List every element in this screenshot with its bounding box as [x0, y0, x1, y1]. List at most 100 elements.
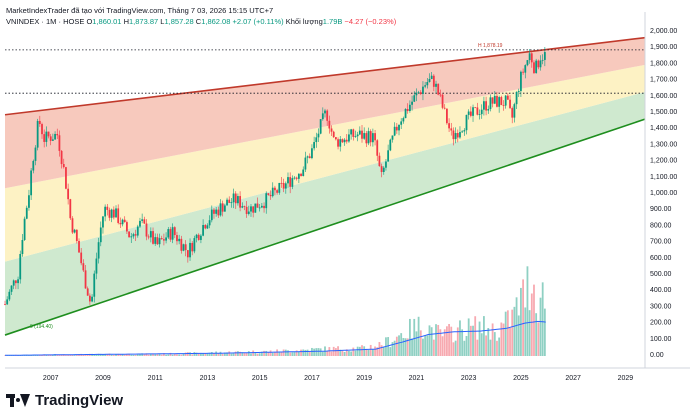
ohlc-legend: VNINDEX · 1M · HOSE O1,860.01 H1,873.87 … [6, 17, 396, 26]
candle-body [121, 219, 124, 225]
candle-body [278, 182, 281, 193]
candle-body [30, 170, 33, 196]
candle-body [363, 133, 366, 139]
candle-body [393, 126, 396, 136]
candle-body [215, 209, 218, 214]
candle-body [483, 101, 485, 110]
volume-bar [147, 354, 150, 356]
candle-body [184, 244, 187, 251]
candle-body [520, 71, 522, 92]
tradingview-logo-icon[interactable] [6, 394, 30, 407]
candle-body [141, 219, 144, 221]
candle-body [232, 193, 235, 203]
volume-bar [493, 332, 496, 356]
y-tick-label: 600.00 [650, 255, 672, 262]
volume-bar [154, 354, 157, 356]
volume-bar [489, 339, 492, 356]
high-label: H [123, 17, 129, 26]
close-label: C [195, 17, 202, 26]
volume-bar [315, 348, 318, 356]
candle-body [517, 91, 520, 92]
volume-bar [498, 337, 501, 356]
volume-bar [469, 325, 472, 356]
volume-bar [441, 336, 444, 356]
candle-body [186, 250, 189, 258]
candle-body [219, 203, 222, 216]
volume-bar [369, 344, 372, 356]
candle-body [502, 105, 505, 106]
candle-body [380, 166, 383, 173]
volume-bar [145, 353, 148, 356]
candle-body [252, 206, 255, 213]
volume-bar [252, 350, 255, 356]
volume-bar [295, 350, 298, 356]
candle-body [258, 207, 261, 209]
candle-body [404, 109, 407, 119]
channel-upper-line [4, 36, 646, 116]
volume-bar [282, 349, 285, 356]
candle-body [441, 94, 444, 108]
volume-bar [271, 352, 274, 356]
volume-bar [128, 353, 130, 356]
volume-bar [500, 322, 503, 356]
volume-bar [382, 347, 385, 356]
volume-bar [82, 354, 85, 356]
candle-body [330, 128, 333, 132]
candle-body [132, 234, 135, 237]
candle-body [237, 196, 239, 204]
y-tick-label: 700.00 [650, 239, 672, 246]
candle-body [530, 53, 533, 63]
candle-body [478, 114, 481, 115]
volume-bar [256, 353, 259, 356]
volume-bar [419, 330, 422, 356]
candle-body [67, 188, 70, 200]
candle-body [426, 82, 429, 86]
volume-bar [291, 352, 294, 356]
candle-body [197, 234, 200, 240]
candle-body [513, 104, 516, 118]
candle-body [376, 140, 379, 156]
candle-body [41, 124, 43, 135]
volume-bar [293, 352, 296, 356]
candle-body [472, 107, 474, 116]
candle-body [265, 193, 268, 209]
volume-bar [204, 353, 207, 356]
volume-bar [237, 351, 239, 356]
candle-body [208, 220, 211, 226]
candle-body [411, 101, 413, 105]
volume-bar [276, 349, 279, 356]
volume-bar [32, 355, 35, 356]
volume-bar [269, 350, 272, 356]
volume-bar [334, 348, 337, 356]
candle-body [32, 160, 35, 171]
volume-bar [306, 349, 309, 356]
volume-bar [395, 336, 398, 356]
candle-body [382, 167, 385, 173]
volume-bar [311, 347, 313, 356]
candle-body [173, 227, 176, 236]
volume-bar [265, 350, 268, 356]
candle-body [130, 236, 133, 238]
candle-body [437, 83, 440, 95]
volume-bar [543, 308, 546, 356]
volume-bar [102, 354, 104, 356]
volume-bar [354, 350, 357, 356]
volume-bar [476, 339, 479, 356]
candle-body [156, 237, 159, 245]
candle-body [165, 237, 167, 241]
volume-bar [69, 354, 72, 356]
candle-body [430, 75, 433, 79]
y-tick-label: 200.00 [650, 320, 672, 327]
candle-body [247, 211, 250, 214]
candle-body [123, 219, 126, 223]
candle-body [295, 177, 298, 179]
candle-body [498, 97, 501, 107]
candle-body [19, 253, 22, 280]
candle-body [180, 238, 183, 251]
candle-body [367, 131, 370, 144]
candle-body [413, 95, 416, 102]
volume-bar [302, 349, 305, 356]
volume-bar [541, 282, 544, 356]
candle-body [25, 207, 28, 219]
